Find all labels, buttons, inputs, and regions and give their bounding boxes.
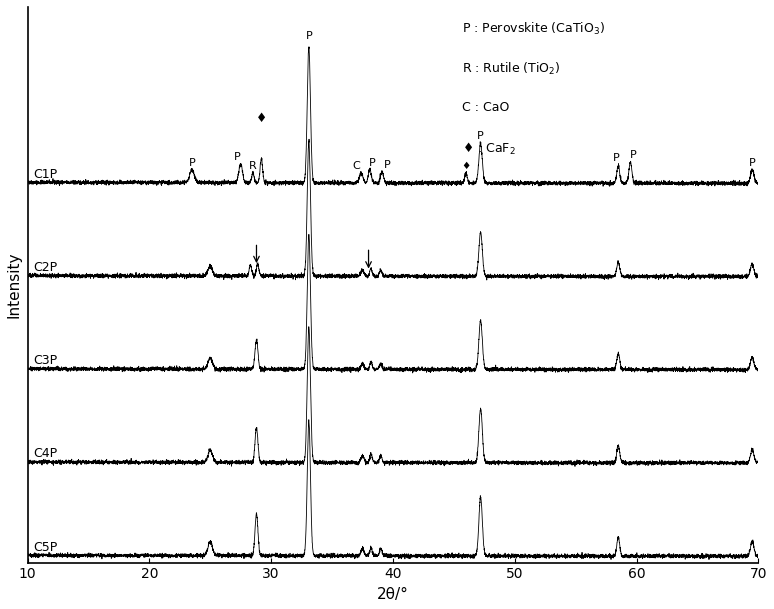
Text: C5P: C5P (33, 541, 58, 554)
Text: P: P (748, 158, 755, 167)
Text: ♦: ♦ (461, 161, 471, 171)
Text: P: P (189, 158, 195, 167)
Y-axis label: Intensity: Intensity (7, 252, 22, 318)
Text: ♦: ♦ (255, 111, 267, 125)
Text: P: P (383, 160, 390, 169)
Text: C: C (352, 161, 360, 171)
Text: P: P (629, 150, 636, 160)
Text: R: R (249, 161, 257, 171)
Text: C4P: C4P (33, 448, 58, 460)
Text: P: P (612, 153, 619, 163)
Text: C3P: C3P (33, 354, 58, 367)
Text: C2P: C2P (33, 261, 58, 274)
Text: ♦ : CaF$_2$: ♦ : CaF$_2$ (462, 141, 516, 157)
Text: P: P (306, 31, 312, 41)
Text: P : Perovskite (CaTiO$_3$): P : Perovskite (CaTiO$_3$) (462, 21, 605, 37)
Text: P: P (234, 152, 241, 162)
X-axis label: 2θ/°: 2θ/° (377, 587, 409, 602)
Text: C1P: C1P (33, 167, 58, 181)
Text: P: P (478, 131, 484, 141)
Text: P: P (369, 158, 375, 167)
Text: C : CaO: C : CaO (462, 101, 510, 114)
Text: R : Rutile (TiO$_2$): R : Rutile (TiO$_2$) (462, 61, 561, 77)
